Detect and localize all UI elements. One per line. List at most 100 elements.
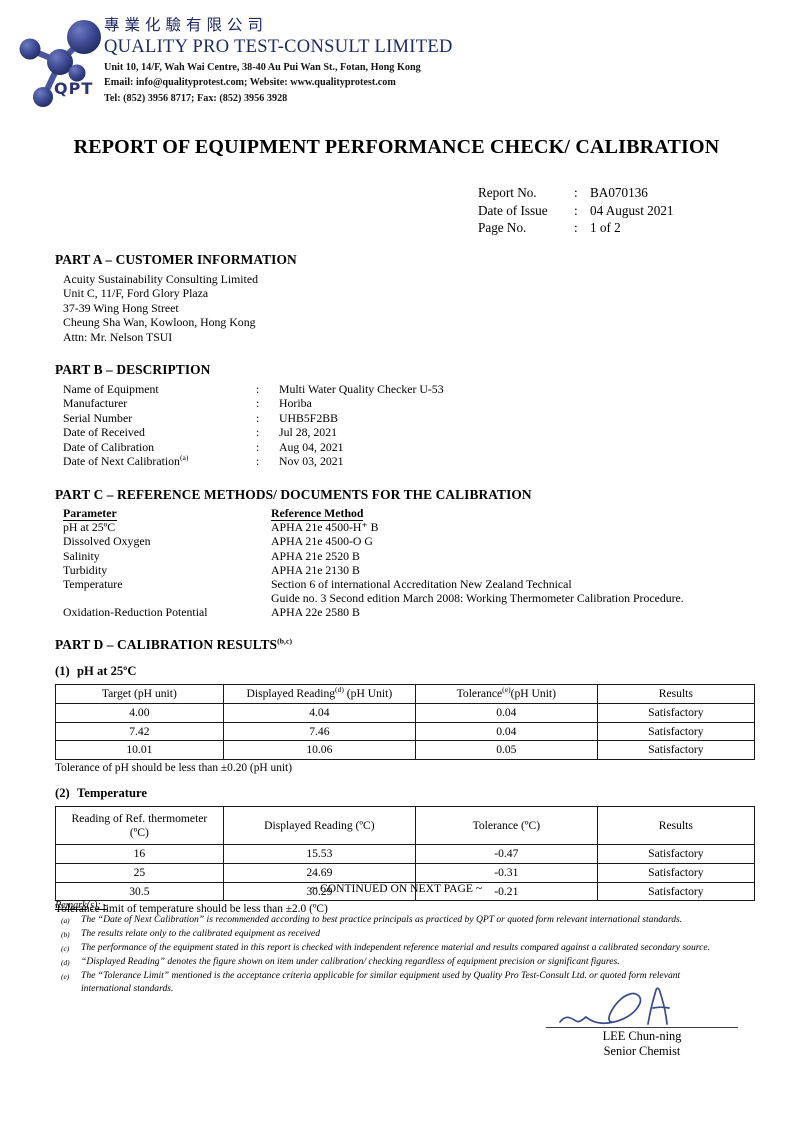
ph-result-value: Satisfactory — [596, 721, 756, 742]
remark-item: (d) “Displayed Reading” denotes the figu… — [55, 956, 755, 970]
equipment-name-value: Multi Water Quality Checker U-53 — [279, 382, 444, 396]
method-header-text: Reference Method — [271, 506, 364, 521]
part-a-heading: PART A – CUSTOMER INFORMATION — [55, 252, 297, 267]
reference-method-row: pH at 25ºC APHA 21e 4500-H⁺ B — [63, 520, 755, 534]
reference-method-name: APHA 21e 2130 B — [271, 562, 360, 577]
customer-line: 37-39 Wing Hong Street — [63, 300, 179, 315]
part-b-heading: PART B – DESCRIPTION — [55, 362, 211, 377]
method-line-2: Guide no. 3 Second edition March 2008: W… — [271, 591, 684, 606]
company-email-website: Email: info@qualityprotest.com; Website:… — [104, 77, 396, 89]
temp-header-displayed-reading: Displayed Reading (ºC) — [222, 806, 416, 846]
serial-number-value: UHB5F2BB — [279, 410, 339, 425]
signatory-name: LEE Chun-ning — [602, 1029, 682, 1043]
description-row: Date of Next Calibration(a) : Nov 03, 20… — [63, 454, 675, 468]
remark-text: The “Tolerance Limit” mentioned is the a… — [81, 970, 755, 995]
meta-colon: : — [574, 185, 578, 200]
description-key: Serial Number — [63, 410, 133, 425]
remark-marker: (a) — [61, 915, 70, 925]
description-row: Manufacturer : Horiba — [63, 396, 675, 410]
remark-text-line-1: The “Tolerance Limit” mentioned is the a… — [81, 969, 681, 981]
document-title: REPORT OF EQUIPMENT PERFORMANCE CHECK/ C… — [73, 136, 720, 158]
temp-reference-value: 25 — [55, 862, 224, 883]
reference-methods-header-row: Parameter Reference Method — [63, 506, 755, 521]
parameter-name: Dissolved Oxygen — [63, 534, 151, 549]
part-c-heading: PART C – REFERENCE METHODS/ DOCUMENTS FO… — [55, 487, 532, 502]
ph-tolerance-value: 0.04 — [414, 703, 598, 723]
part-d-section: PART D – CALIBRATION RESULTS(b,c) (1) pH … — [55, 636, 756, 917]
signatory-role: Senior Chemist — [603, 1044, 681, 1059]
ph-header-tolerance-text: Tolerance — [456, 687, 503, 701]
reference-method-row: Dissolved Oxygen APHA 21e 4500-O G — [63, 534, 755, 548]
reference-method-row: Temperature Section 6 of international A… — [63, 577, 755, 605]
ph-subsection-title: pH at 25ºC — [77, 664, 137, 678]
description-colon: : — [256, 439, 260, 454]
ph-results-table: Target (pH unit) Displayed Reading(d) (p… — [55, 684, 756, 760]
meta-colon: : — [574, 220, 578, 236]
reference-method-row: Turbidity APHA 21e 2130 B — [63, 563, 755, 577]
temp-header-reference-thermometer: Reading of Ref. thermometer (ºC) — [55, 806, 224, 846]
continued-on-next-page-note: ~ CONTINUED ON NEXT PAGE ~ — [310, 882, 483, 895]
part-d-heading-text: PART D – CALIBRATION RESULTS — [55, 637, 278, 652]
description-key-text: Date of Next Calibration — [63, 454, 180, 469]
temp-header-line-2: (ºC) — [129, 825, 149, 839]
parameter-name: Turbidity — [63, 562, 108, 577]
remark-text: The “Date of Next Calibration” is recomm… — [81, 913, 683, 925]
temp-tolerance-value: -0.31 — [414, 862, 598, 883]
description-colon: : — [256, 410, 260, 425]
remark-marker: (c) — [61, 943, 70, 953]
description-key: Date of Next Calibration(a) — [63, 454, 256, 468]
reference-method-name: APHA 21e 2520 B — [271, 548, 360, 563]
description-colon: : — [256, 425, 260, 440]
footnote-marker-a: (a) — [179, 453, 189, 463]
meta-row-page-no: Page No. : 1 of 2 — [478, 219, 674, 237]
company-identity: 專業化驗有限公司 QUALITY PRO TEST-CONSULT LIMITE… — [104, 16, 624, 105]
parameter-name: Oxidation-Reduction Potential — [63, 605, 208, 620]
parameter-column-header: Parameter — [63, 506, 271, 521]
remark-item: (e) The “Tolerance Limit” mentioned is t… — [55, 970, 755, 995]
meta-colon: : — [574, 202, 578, 218]
table-header-row: Reading of Ref. thermometer (ºC) Displaye… — [55, 806, 756, 846]
temp-displayed-value: 15.53 — [222, 844, 416, 864]
footnote-marker-bc: (b,c) — [277, 636, 293, 646]
temperature-subsection-number: (2) — [55, 786, 70, 801]
remark-text-line-2: international standards. — [81, 982, 174, 994]
temp-header-tolerance: Tolerance (ºC) — [414, 806, 598, 846]
description-colon: : — [256, 396, 260, 411]
ph-target-value: 10.01 — [55, 740, 224, 760]
handwritten-signature — [559, 987, 670, 1025]
ph-header-displayed-unit: (pH Unit) — [343, 687, 393, 701]
signature-line — [546, 1000, 738, 1028]
description-key: Date of Calibration — [63, 439, 155, 454]
temp-header-line-1: Reading of Ref. thermometer — [71, 812, 208, 826]
temperature-results-table: Reading of Ref. thermometer (ºC) Displaye… — [55, 806, 756, 902]
description-key: Name of Equipment — [63, 382, 159, 396]
company-name-english: QUALITY PRO TEST-CONSULT LIMITED — [104, 37, 453, 57]
customer-line: Cheung Sha Wan, Kowloon, Hong Kong — [63, 315, 256, 330]
remarks-title: Remark(s): - — [55, 900, 107, 911]
remark-marker: (d) — [61, 957, 70, 967]
parameter-name: Temperature — [63, 577, 123, 592]
temp-result-value: Satisfactory — [596, 862, 756, 883]
equipment-description-list: Name of Equipment : Multi Water Quality … — [55, 382, 675, 468]
description-key: Date of Received — [63, 425, 145, 440]
remark-marker: (e) — [61, 971, 70, 981]
reference-method-name: APHA 22e 2580 B — [271, 605, 360, 620]
date-received-value: Jul 28, 2021 — [279, 425, 338, 440]
ph-tolerance-note: Tolerance of pH should be less than ±0.2… — [55, 761, 293, 774]
company-phone-fax: Tel: (852) 3956 8717; Fax: (852) 3956 39… — [104, 92, 288, 104]
logo-svg: QPT — [19, 20, 101, 107]
table-row: 30.5 30.29 -0.21 Satisfactory — [55, 881, 756, 902]
parameter-header-text: Parameter — [63, 506, 117, 521]
customer-line: Acuity Sustainability Consulting Limited — [63, 272, 258, 286]
reference-method-name: APHA 21e 4500-H⁺ B — [271, 520, 379, 535]
table-header-row: Target (pH unit) Displayed Reading(d) (p… — [55, 684, 756, 704]
remark-text: “Displayed Reading” denotes the figure s… — [81, 955, 620, 967]
ph-tolerance-value: 0.04 — [414, 721, 598, 742]
temp-displayed-value: 30.29 — [222, 881, 416, 902]
ph-result-value: Satisfactory — [596, 703, 756, 723]
table-row: 4.00 4.04 0.04 Satisfactory — [55, 703, 756, 723]
ph-target-value: 7.42 — [55, 721, 224, 742]
description-row: Date of Calibration : Aug 04, 2021 — [63, 440, 675, 454]
temp-displayed-value: 24.69 — [222, 862, 416, 883]
part-a-section: PART A – CUSTOMER INFORMATION Acuity Sus… — [55, 252, 555, 344]
